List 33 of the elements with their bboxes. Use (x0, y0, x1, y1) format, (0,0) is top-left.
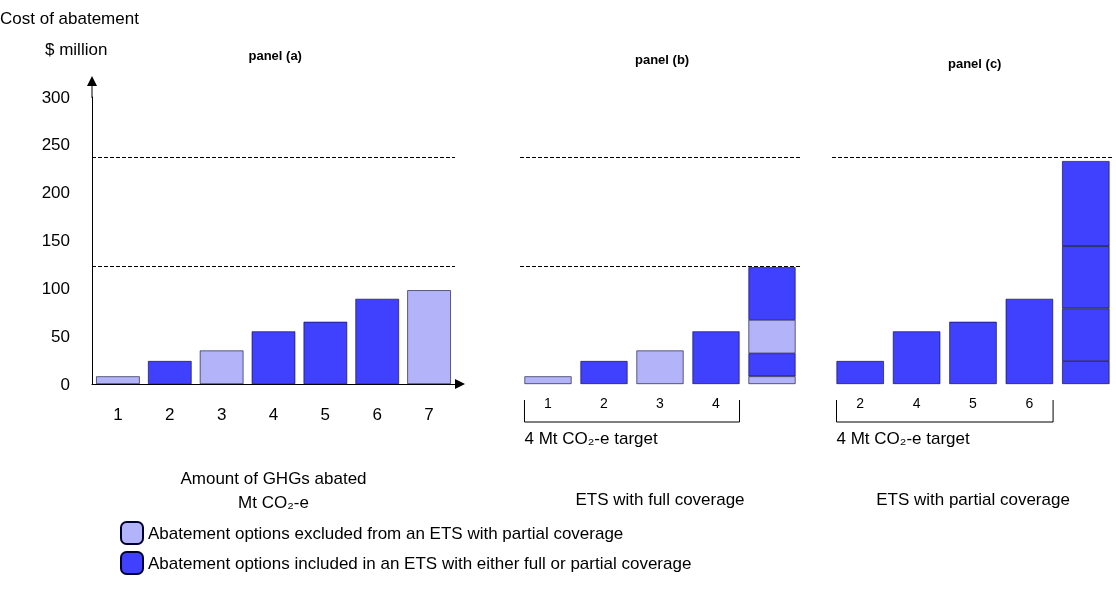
y-tick-label: 300 (41, 87, 70, 107)
x-tick-label: 4 (712, 395, 721, 411)
x-tick-label: 2 (856, 395, 865, 411)
x-tick-label: 2 (165, 405, 175, 424)
y-tick-label: 0 (60, 374, 70, 394)
chart-title: panel (b) (635, 52, 690, 67)
x-tick-label: 4 (912, 395, 921, 411)
y-tick-label: 250 (41, 135, 70, 155)
legend-label: Abatement options included in an ETS with either full or partial coverage (148, 553, 692, 573)
x-tick-label: 7 (424, 405, 434, 424)
x-tick-label: 5 (969, 395, 978, 411)
text: 4 Mt CO₂-e target (836, 429, 970, 448)
x-axis-title: ETS with partial coverage (876, 489, 1070, 509)
text: 4 Mt CO₂-e target (524, 429, 658, 448)
x-tick-label: 5 (320, 405, 331, 424)
x-tick-label: 2 (600, 395, 609, 411)
x-axis-title: ETS with full coverage (575, 489, 745, 509)
y-tick-label: 150 (41, 231, 70, 250)
y-tick-label: 100 (41, 278, 70, 298)
x-tick-label: 4 (268, 405, 279, 424)
y-tick-label: 50 (51, 326, 70, 346)
legend-label: Abatement options excluded from an ETS with partial coverage (148, 523, 624, 543)
y-tick-label: 200 (41, 183, 70, 203)
chart-title: panel (a) (248, 48, 302, 63)
y-axis-title: Cost of abatement $ million (0, 9, 140, 59)
x-tick-label: 3 (656, 395, 665, 411)
x-tick-label: 6 (372, 405, 382, 424)
x-tick-label: 3 (216, 405, 227, 424)
x-tick-label: 1 (544, 395, 553, 411)
x-tick-label: 1 (113, 405, 123, 424)
x-axis-title: Amount of GHGs abated Mt CO₂-e (180, 468, 367, 512)
x-tick-label: 6 (1025, 395, 1034, 411)
chart-title: panel (c) (948, 56, 1002, 71)
